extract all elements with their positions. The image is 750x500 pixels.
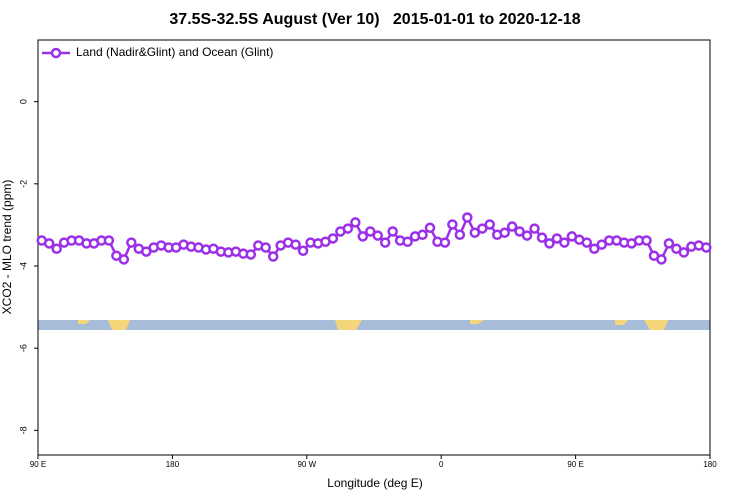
data-point <box>126 237 137 248</box>
data-point <box>514 226 525 237</box>
data-point <box>536 232 548 243</box>
data-point <box>701 242 712 253</box>
data-point <box>103 235 115 246</box>
data-point <box>447 219 458 230</box>
data-point <box>559 237 570 248</box>
data-point <box>544 238 555 249</box>
legend-marker <box>50 47 62 59</box>
data-point <box>484 219 495 230</box>
y-tick-label: -2 <box>18 180 28 188</box>
data-point <box>596 239 607 250</box>
data-point <box>365 226 376 237</box>
data-point <box>477 223 488 234</box>
data-point <box>118 254 130 265</box>
x-tick-label: 90 E <box>567 460 583 469</box>
land <box>108 320 130 330</box>
data-point <box>402 236 413 247</box>
data-point <box>245 249 257 260</box>
data-point <box>521 230 533 241</box>
x-axis-label: Longitude (deg E) <box>327 476 422 490</box>
y-tick-label: 0 <box>18 99 28 104</box>
data-point <box>469 227 481 238</box>
data-point <box>297 245 309 257</box>
data-point <box>379 237 391 248</box>
data-point <box>589 243 600 254</box>
data-point <box>290 239 301 250</box>
y-axis-label: XCO2 - MLO trend (ppm) <box>0 180 14 315</box>
y-tick-label: -8 <box>18 426 28 434</box>
chart-title: 37.5S-32.5S August (Ver 10) 2015-01-01 t… <box>169 11 580 28</box>
data-point <box>506 221 518 232</box>
land <box>78 320 90 324</box>
data-point <box>462 212 473 223</box>
map-strip <box>38 320 710 330</box>
x-tick-label: 0 <box>439 460 444 469</box>
y-tick-label: -6 <box>18 344 28 352</box>
data-point <box>417 229 428 241</box>
data-point <box>342 223 354 234</box>
x-tick-label: 180 <box>166 460 180 469</box>
legend-label: Land (Nadir&Glint) and Ocean (Glint) <box>76 45 273 59</box>
data-point <box>641 235 652 246</box>
land <box>470 320 484 324</box>
data-point <box>529 223 540 234</box>
y-tick-label: -4 <box>18 262 28 270</box>
data-point <box>51 243 62 254</box>
land <box>335 320 362 330</box>
data-point <box>424 222 436 234</box>
data-point <box>581 237 593 248</box>
x-tick-label: 90 W <box>297 460 316 469</box>
data-point <box>327 233 339 244</box>
data-point <box>267 251 279 262</box>
x-tick-label: 180 <box>703 460 717 469</box>
data-point <box>357 231 369 242</box>
data-point <box>350 217 361 228</box>
land <box>644 320 668 330</box>
data-point <box>499 227 510 238</box>
data-point <box>141 246 152 257</box>
data-point <box>260 242 271 253</box>
data-point <box>678 247 690 258</box>
land <box>615 320 628 325</box>
data-point <box>663 238 675 249</box>
data-point <box>387 226 398 237</box>
data-point <box>454 229 466 241</box>
ocean-strip <box>38 320 710 330</box>
data-point <box>439 237 451 248</box>
x-tick-label: 90 E <box>30 460 46 469</box>
data-point <box>551 233 563 244</box>
data-point <box>372 230 383 241</box>
data-point <box>43 238 55 249</box>
data-point <box>656 254 667 265</box>
